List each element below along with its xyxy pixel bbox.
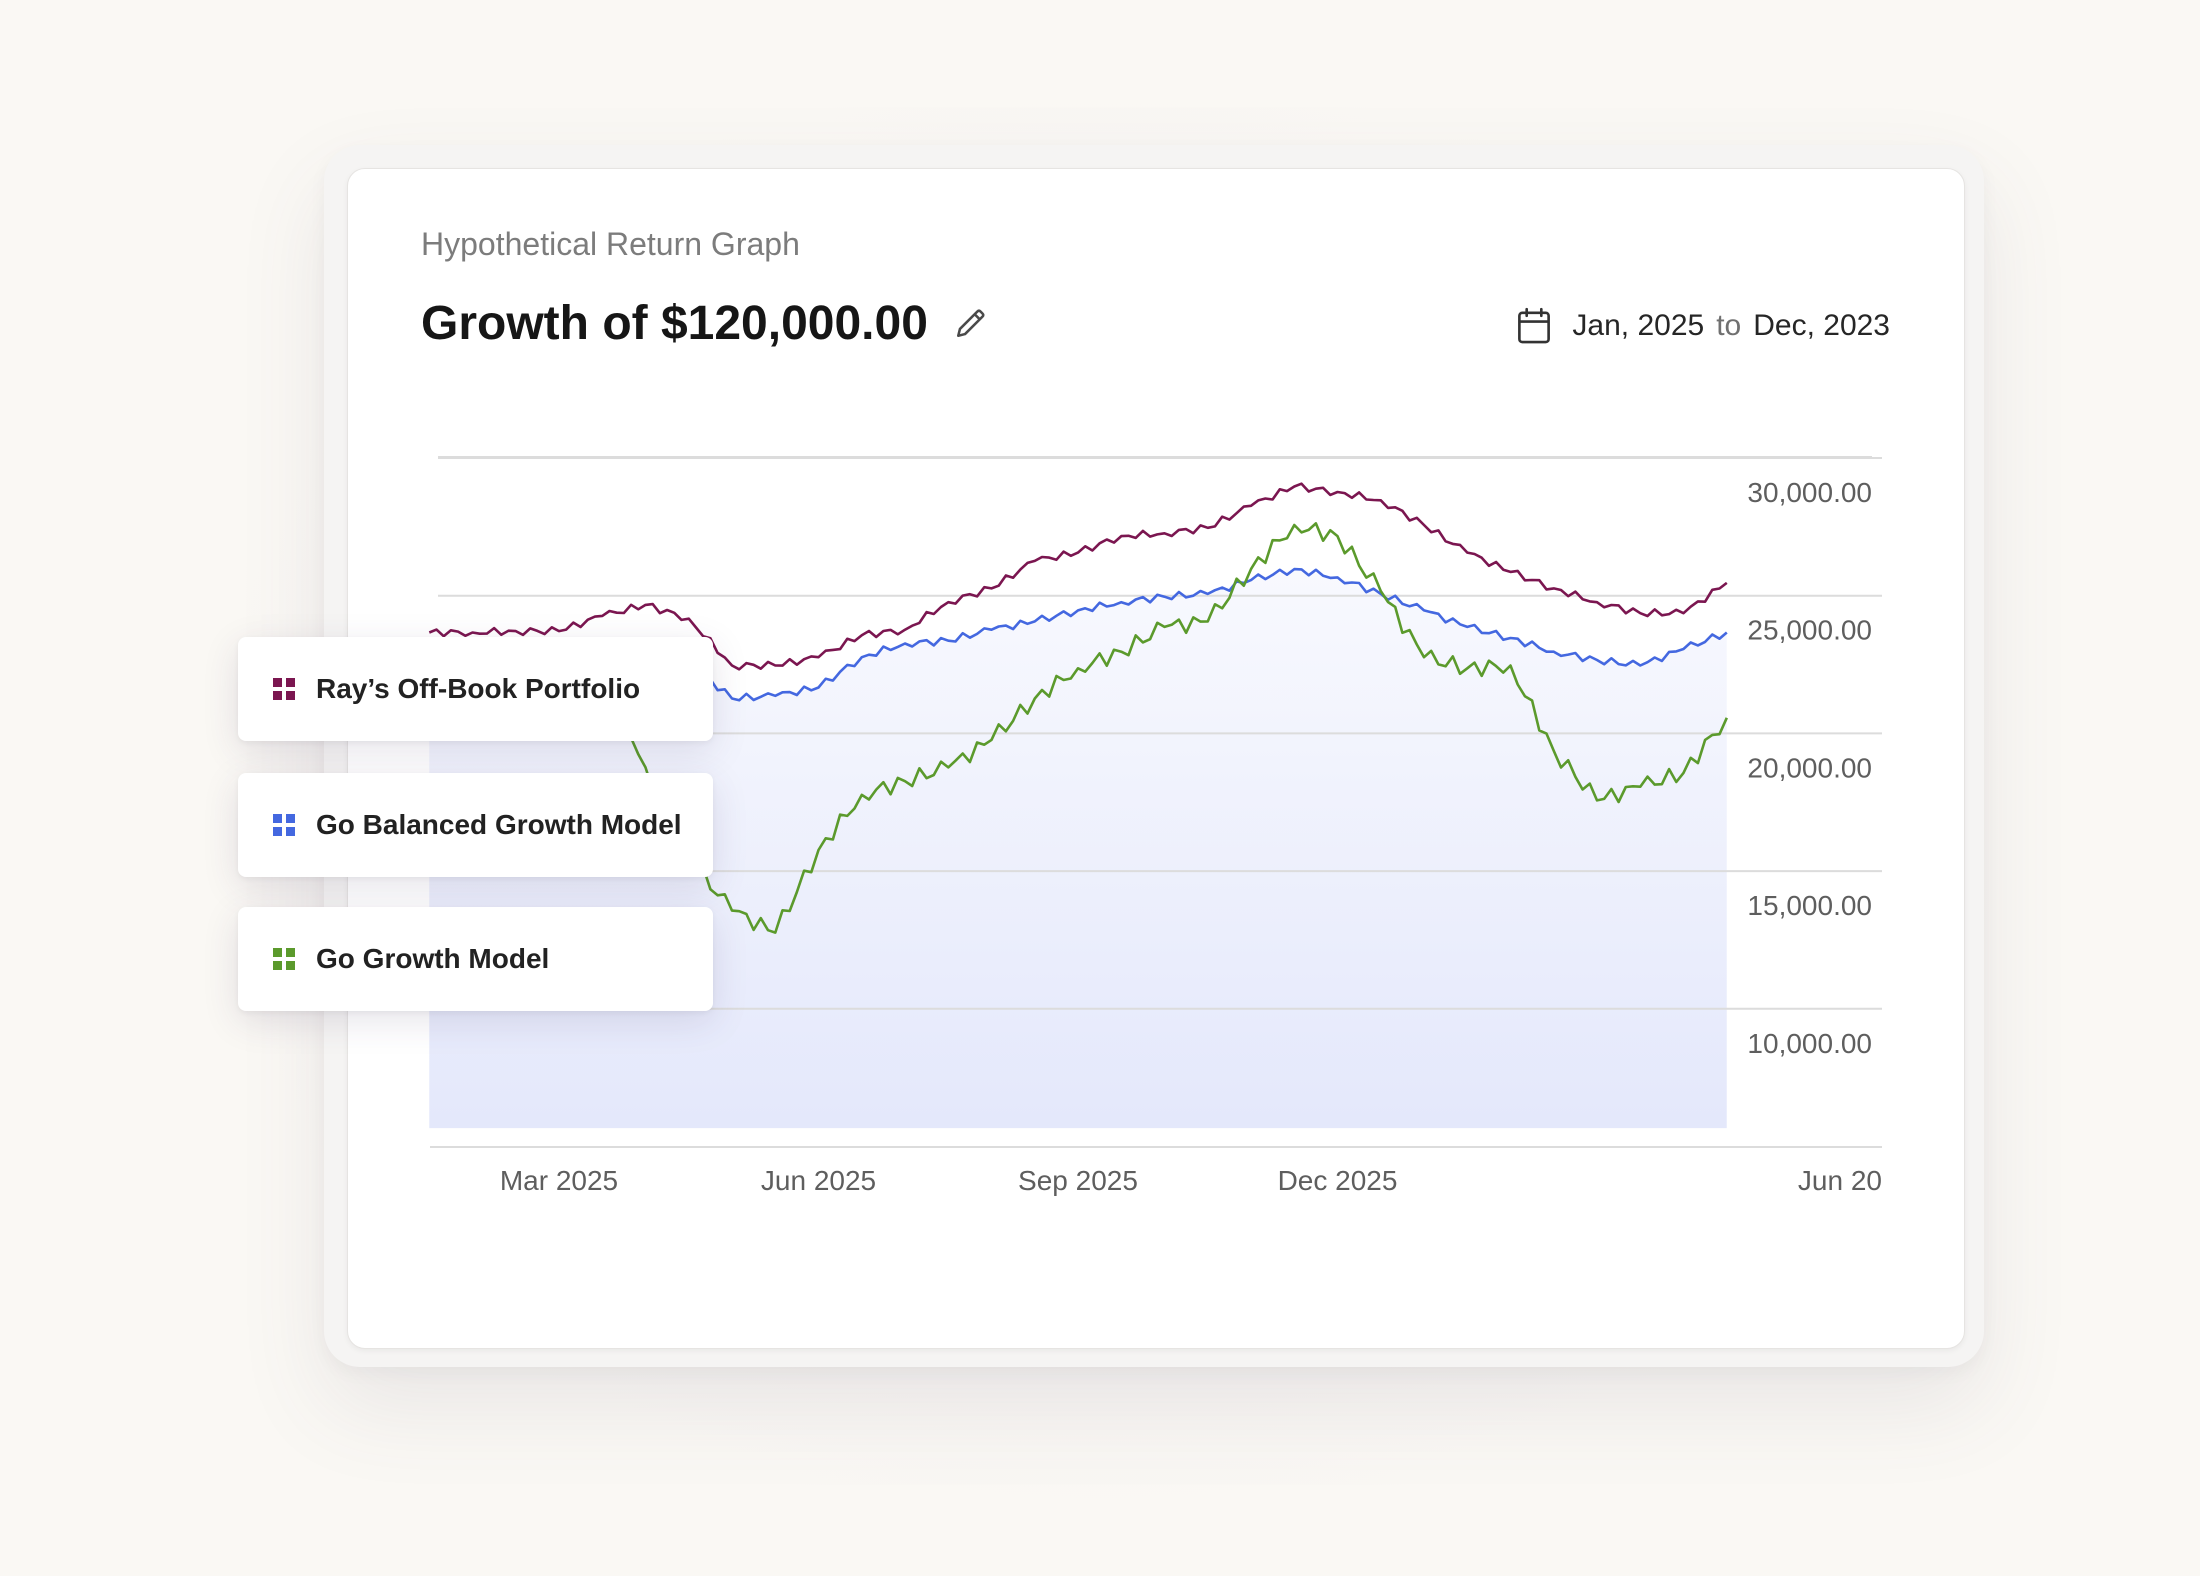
date-from: Jan, 2025 xyxy=(1572,309,1705,342)
y-tick-label: 20,000.00 xyxy=(1747,752,1872,783)
date-range-picker[interactable]: Jan, 2025 to Dec, 2023 xyxy=(1516,306,1890,346)
x-tick-label: Jun 2025 xyxy=(761,1165,876,1196)
y-tick-label: 25,000.00 xyxy=(1747,615,1872,646)
series-line-go-growth-model xyxy=(428,522,1728,934)
x-tick-label: Mar 2025 xyxy=(500,1165,618,1196)
date-connector: to xyxy=(1716,309,1742,342)
x-tick-label: Sep 2025 xyxy=(1018,1165,1138,1196)
pencil-icon[interactable] xyxy=(954,306,988,340)
chart-title: Growth of $120,000.00 xyxy=(421,297,928,350)
date-to: Dec, 2023 xyxy=(1753,309,1890,342)
y-tick-label: 15,000.00 xyxy=(1747,890,1872,921)
grid-icon xyxy=(273,948,295,970)
y-tick-label: 30,000.00 xyxy=(1747,477,1872,508)
y-tick-label: 10,000.00 xyxy=(1747,1028,1872,1059)
legend-item-go-balanced-growth-model[interactable]: Go Balanced Growth Model xyxy=(238,773,713,877)
area-band xyxy=(429,569,1727,1129)
legend-label: Go Balanced Growth Model xyxy=(316,809,682,840)
series-line-ray-s-off-book-portfolio xyxy=(428,482,1728,671)
legend-label: Ray’s Off-Book Portfolio xyxy=(316,673,641,704)
chart-subtitle: Hypothetical Return Graph xyxy=(421,226,800,262)
calendar-icon xyxy=(1518,307,1551,344)
legend-item-go-growth-model[interactable]: Go Growth Model xyxy=(238,907,713,1011)
x-tick-label: Jun 20 xyxy=(1798,1165,1882,1196)
grid-icon xyxy=(273,678,295,700)
grid-icon xyxy=(273,814,295,836)
x-tick-label: Dec 2025 xyxy=(1278,1165,1398,1196)
legend-item-rays-off-book-portfolio[interactable]: Ray’s Off-Book Portfolio xyxy=(238,637,713,741)
legend-label: Go Growth Model xyxy=(316,943,550,974)
